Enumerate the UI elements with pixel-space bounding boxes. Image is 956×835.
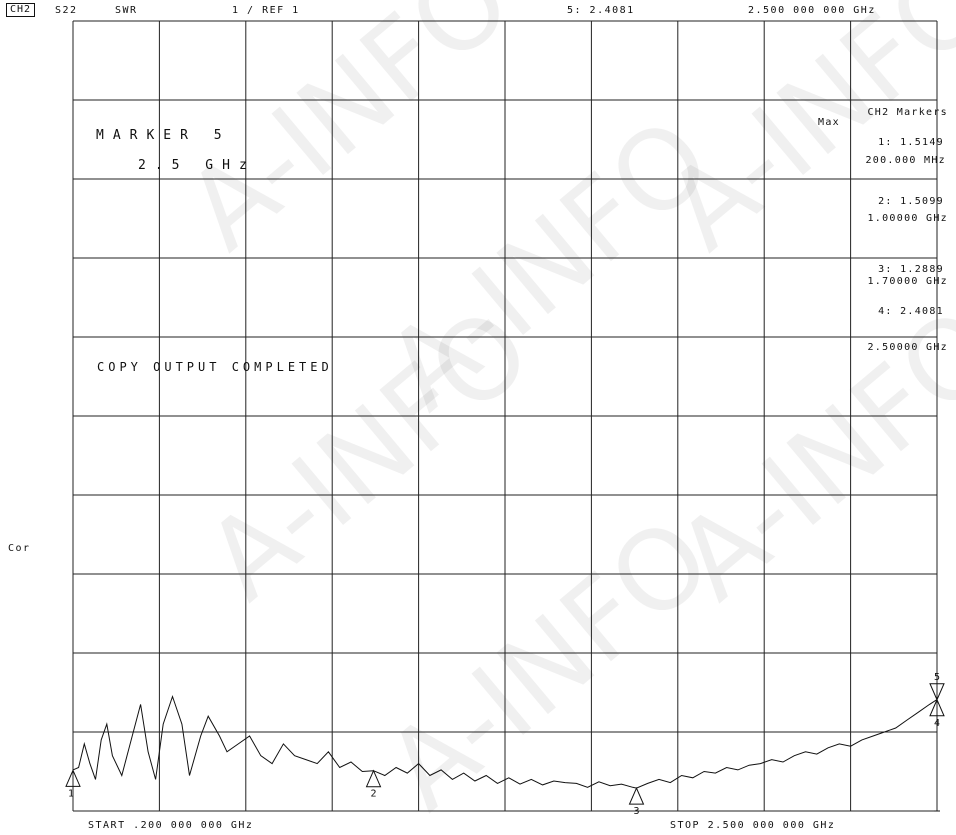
marker-label: 5	[934, 672, 940, 683]
status-message: COPY OUTPUT COMPLETED	[97, 360, 333, 374]
marker-entry-freq: 1.70000 GHz	[867, 276, 948, 287]
trace-line	[72, 694, 938, 789]
param-label: S22	[55, 5, 78, 16]
marker-label: 1	[68, 788, 74, 799]
active-marker-readout: 5: 2.4081	[567, 5, 635, 16]
marker-entry-value: 3: 1.2889	[878, 264, 944, 275]
format-label: SWR	[115, 5, 138, 16]
marker-entry-freq: 1.00000 GHz	[867, 213, 948, 224]
marker-label: 4	[934, 718, 940, 729]
marker-entry-value: 2: 1.5099	[878, 196, 944, 207]
marker-symbols: 1 2 3 4 5	[65, 672, 945, 817]
marker-entry-freq: 200.000 MHz	[865, 155, 946, 166]
marker-title: MARKER 5	[96, 128, 231, 143]
marker-triangle-icon	[929, 698, 945, 717]
channel-indicator: CH2	[6, 3, 36, 17]
marker-entry-freq: 2.50000 GHz	[867, 342, 948, 353]
markers-panel-title: CH2 Markers	[867, 107, 948, 118]
start-frequency: START .200 000 000 GHz	[88, 820, 254, 831]
marker-triangle-icon	[929, 683, 945, 702]
marker-label: 2	[371, 789, 377, 800]
marker-triangle-icon	[365, 769, 382, 788]
scale-label: 1 / REF 1	[232, 5, 300, 16]
active-marker-frequency: 2.500 000 000 GHz	[748, 5, 876, 16]
marker-entry-value: 1: 1.5149	[878, 137, 944, 148]
stop-frequency: STOP 2.500 000 000 GHz	[670, 820, 836, 831]
markers-panel-subtitle: Max	[818, 117, 840, 128]
correction-indicator: Cor	[8, 543, 31, 554]
marker-triangle-icon	[65, 769, 81, 787]
marker-frequency: 2.5 GHz	[138, 158, 256, 173]
marker-label: 3	[633, 806, 639, 817]
graticule	[72, 20, 938, 812]
marker-triangle-icon	[628, 786, 645, 805]
marker-entry-value: 4: 2.4081	[878, 306, 944, 317]
